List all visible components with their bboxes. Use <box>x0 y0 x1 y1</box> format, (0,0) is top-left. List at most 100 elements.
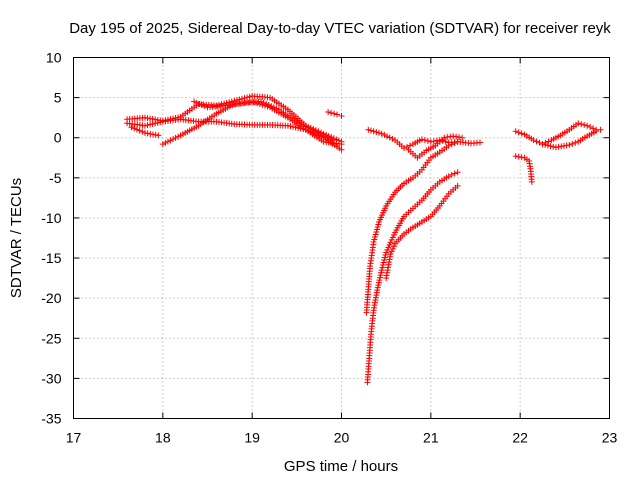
data-point <box>290 123 297 130</box>
data-point <box>376 129 383 136</box>
data-point <box>201 103 208 110</box>
data-point <box>381 131 388 138</box>
series-track-11 <box>405 133 466 161</box>
data-point <box>542 139 549 146</box>
data-point <box>459 134 466 141</box>
data-point <box>421 137 428 144</box>
x-tick-label: 18 <box>155 430 171 446</box>
data-point <box>159 141 166 148</box>
data-point <box>154 119 161 126</box>
data-point <box>584 122 591 129</box>
data-point <box>427 138 434 145</box>
x-tick-label: 19 <box>244 430 260 446</box>
data-point <box>128 124 135 131</box>
data-point <box>377 272 384 279</box>
series-track-9 <box>364 169 461 386</box>
data-point <box>268 103 275 110</box>
data-point <box>371 236 378 243</box>
data-point <box>287 123 294 130</box>
data-point <box>263 100 270 107</box>
data-point <box>164 138 171 145</box>
data-point <box>476 139 483 146</box>
data-point <box>375 282 382 289</box>
data-point <box>136 127 143 134</box>
data-point <box>378 269 385 276</box>
data-point <box>377 274 384 281</box>
data-point <box>512 153 519 160</box>
y-axis-label: SDTVAR / TECUs <box>8 178 25 298</box>
data-point <box>372 231 379 238</box>
data-point <box>515 153 522 160</box>
series-track-10 <box>383 182 461 282</box>
x-tick-label: 23 <box>602 430 618 446</box>
data-point <box>518 154 525 161</box>
data-point <box>581 121 588 128</box>
data-point <box>328 109 335 116</box>
x-tick-label: 21 <box>423 430 439 446</box>
data-point <box>199 101 206 108</box>
data-point <box>316 130 323 137</box>
data-point <box>379 262 386 269</box>
data-point <box>442 138 449 145</box>
series-track-8 <box>363 138 461 316</box>
data-point <box>375 221 382 228</box>
data-point <box>193 99 200 106</box>
data-point <box>590 125 597 132</box>
axis-ticks <box>73 57 610 419</box>
data-point <box>226 99 233 106</box>
data-point <box>370 239 377 246</box>
series-track-6 <box>325 109 345 120</box>
data-point <box>388 236 395 243</box>
series-track-5 <box>191 98 336 144</box>
data-point <box>372 233 378 240</box>
data-point <box>418 136 425 143</box>
data-point <box>387 239 394 246</box>
data-point <box>528 178 535 185</box>
data-point <box>453 133 460 140</box>
data-point <box>441 134 448 141</box>
series-track-7 <box>365 126 483 152</box>
data-point <box>448 171 455 178</box>
data-point <box>450 133 457 140</box>
data-point <box>133 126 140 133</box>
data-point <box>518 130 525 137</box>
data-point <box>152 120 159 127</box>
data-point <box>578 121 585 128</box>
data-point <box>375 279 382 286</box>
data-point <box>258 98 265 105</box>
data-point <box>451 140 458 147</box>
y-tick-label: -20 <box>41 290 61 306</box>
data-point <box>454 182 461 189</box>
data-point <box>338 146 345 153</box>
data-point <box>448 141 455 148</box>
data-point <box>512 128 519 135</box>
data-point <box>430 138 437 145</box>
data-point <box>384 133 391 140</box>
data-point <box>149 120 156 127</box>
data-point <box>404 143 411 150</box>
data-point <box>131 125 138 132</box>
data-point <box>292 124 299 131</box>
data-point <box>530 137 537 144</box>
x-tick-labels: 17 18 19 20 21 22 23 <box>66 430 618 446</box>
data-point <box>454 169 461 176</box>
data-point <box>424 137 431 144</box>
y-tick-labels: 10 5 0 -5 -10 -15 -20 -25 -30 -35 <box>41 50 61 427</box>
data-point <box>536 139 543 146</box>
data-point <box>139 128 146 135</box>
data-point <box>175 133 182 140</box>
series-track-13 <box>539 120 600 148</box>
data-point <box>381 257 388 264</box>
data-point <box>593 126 600 133</box>
x-tick-label: 20 <box>334 430 350 446</box>
y-tick-label: 10 <box>46 50 62 66</box>
data-point <box>383 249 390 256</box>
data-point <box>389 234 396 241</box>
data-point <box>334 111 341 118</box>
data-point <box>444 134 451 141</box>
data-point <box>445 173 452 180</box>
data-point <box>367 127 374 134</box>
data-point <box>451 170 458 177</box>
data-point <box>376 277 383 284</box>
